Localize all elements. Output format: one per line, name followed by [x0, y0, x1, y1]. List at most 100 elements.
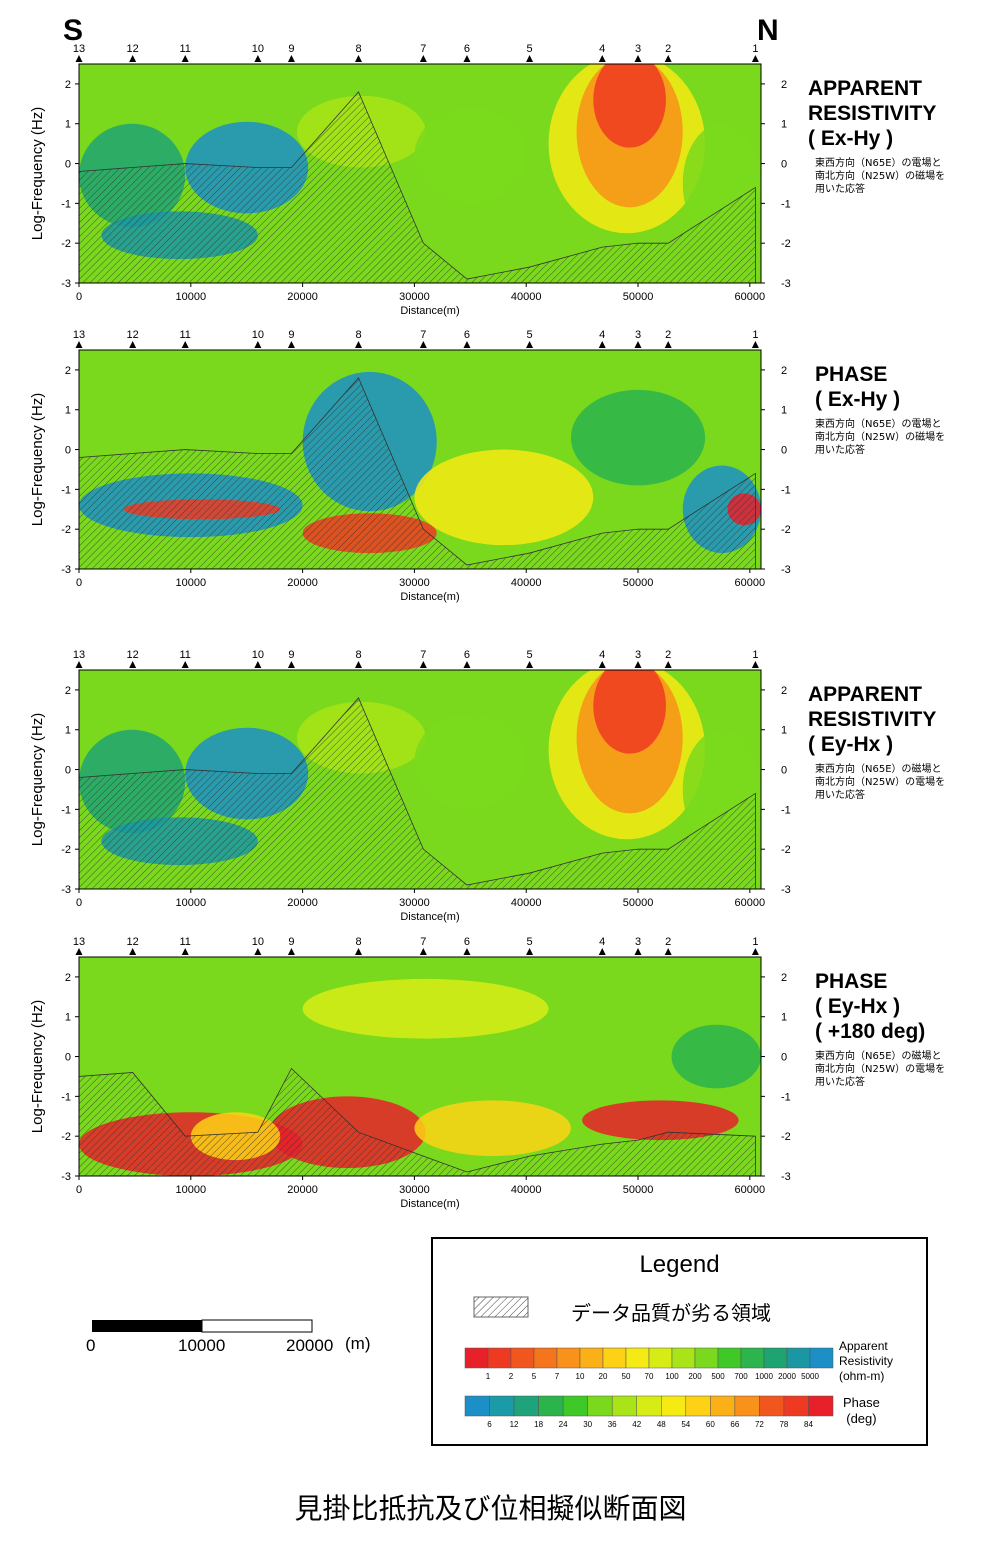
x-axis-label: Distance(m) — [400, 591, 459, 603]
station-marker — [419, 661, 427, 668]
colorbar-tick: 1000 — [755, 1372, 773, 1381]
station-label: 13 — [73, 43, 85, 55]
colorbar-swatch — [783, 1395, 809, 1417]
x-tick-label: 30000 — [399, 577, 430, 589]
station-label: 9 — [288, 43, 294, 55]
panel-title-line: ( Ex-Hy ) — [815, 388, 901, 411]
y-tick-label-right: -1 — [781, 198, 791, 210]
colorbar-tick: 54 — [681, 1420, 690, 1429]
y-axis-label: Log-Frequency (Hz) — [29, 107, 46, 240]
station-label: 9 — [288, 649, 294, 661]
y-tick-label-right: 1 — [781, 405, 787, 417]
colorbar-swatch — [671, 1347, 696, 1369]
station-label: 7 — [420, 936, 426, 948]
station-label: 8 — [355, 649, 361, 661]
y-axis-label: Log-Frequency (Hz) — [29, 1000, 46, 1133]
station-label: 6 — [464, 936, 470, 948]
panel-title-line: RESISTIVITY — [808, 708, 937, 731]
station-label: 8 — [355, 936, 361, 948]
poor-quality-region — [79, 377, 756, 569]
panel-title-line: RESISTIVITY — [808, 102, 937, 125]
y-tick-label: -2 — [61, 238, 71, 250]
south-label: S — [63, 14, 84, 47]
y-tick-label-right: -3 — [781, 1171, 791, 1183]
station-label: 11 — [180, 43, 191, 55]
panel-title: PHASE( Ey-Hx )( +180 deg) — [815, 969, 925, 1044]
station-marker — [287, 341, 295, 348]
panel-note-line: 南北方向（N25W）の電場を — [815, 777, 946, 788]
colorbar-tick: 700 — [734, 1372, 748, 1381]
panel-note: 東西方向（N65E）の磁場と 南北方向（N25W）の電場を 用いた応答 — [815, 1050, 945, 1089]
station-marker — [254, 948, 262, 955]
res-label-line: Apparent — [839, 1339, 888, 1353]
station-label: 11 — [180, 936, 191, 948]
colorbar-tick: 6 — [487, 1420, 492, 1429]
y-tick-label-right: 2 — [781, 365, 787, 377]
colorbar-swatch — [625, 1347, 650, 1369]
station-label: 7 — [420, 43, 426, 55]
station-label: 1 — [752, 329, 758, 341]
station-marker — [463, 661, 471, 668]
colorbar-swatch — [759, 1395, 785, 1417]
y-tick-label: 1 — [65, 725, 71, 737]
poor-quality-region — [79, 1067, 756, 1176]
station-label: 10 — [252, 936, 264, 948]
y-tick-label: 2 — [65, 972, 71, 984]
colorbar-tick: 78 — [779, 1420, 788, 1429]
y-tick-label-right: -2 — [781, 1131, 791, 1143]
panel-note-line: 用いた応答 — [815, 790, 865, 801]
panel-note-line: 東西方向（N65E）の磁場と — [815, 1051, 942, 1062]
y-tick-label-right: -2 — [781, 238, 791, 250]
panel-title-line: PHASE — [815, 363, 888, 386]
figure-title: 見掛比抵抗及び位相擬似断面図 — [294, 1492, 687, 1525]
colorbar-tick: 70 — [645, 1372, 654, 1381]
y-tick-label: 2 — [65, 365, 71, 377]
station-label: 8 — [355, 329, 361, 341]
panel-title-line: ( +180 deg) — [815, 1020, 926, 1043]
station-marker — [181, 341, 189, 348]
station-label: 3 — [635, 329, 641, 341]
x-axis-label: Distance(m) — [400, 305, 459, 317]
station-marker — [287, 948, 295, 955]
station-label: 2 — [665, 43, 671, 55]
north-label: N — [757, 14, 779, 47]
colorbar-swatch — [464, 1395, 490, 1417]
x-tick-label: 60000 — [735, 897, 766, 909]
colorbar-swatch — [464, 1347, 489, 1369]
colorbar-swatch — [587, 1395, 613, 1417]
station-marker — [75, 55, 83, 62]
colorbar-swatch — [510, 1347, 535, 1369]
x-tick-label: 50000 — [623, 291, 654, 303]
station-label: 8 — [355, 43, 361, 55]
station-label: 4 — [599, 329, 605, 341]
station-marker — [419, 948, 427, 955]
x-tick-label: 60000 — [735, 577, 766, 589]
station-marker — [355, 341, 363, 348]
station-marker — [75, 948, 83, 955]
res-label-line: (ohm-m) — [839, 1369, 885, 1383]
station-marker — [355, 55, 363, 62]
colorbar-tick: 7 — [555, 1372, 560, 1381]
station-label: 1 — [752, 649, 758, 661]
legend: Legend データ品質が劣る領域 1 2 5 7 10 20 50 70 100 200 500 7… — [431, 1237, 928, 1446]
colorbar-swatch — [648, 1347, 673, 1369]
station-marker — [598, 341, 606, 348]
station-label: 4 — [599, 43, 605, 55]
colorbar-tick: 48 — [657, 1420, 666, 1429]
panel-note-line: 用いた応答 — [815, 184, 865, 195]
station-marker — [181, 55, 189, 62]
y-tick-label: 0 — [65, 1052, 71, 1064]
panel-title-line: APPARENT — [808, 683, 922, 706]
station-marker — [75, 661, 83, 668]
x-tick-label: 50000 — [623, 577, 654, 589]
station-marker — [419, 55, 427, 62]
station-label: 3 — [635, 936, 641, 948]
panel-note-line: 東西方向（N65E）の磁場と — [815, 764, 942, 775]
colorbar-tick: 30 — [583, 1420, 592, 1429]
y-tick-label: -1 — [61, 1091, 71, 1103]
colorbar-tick: 66 — [730, 1420, 739, 1429]
colorbar-tick: 100 — [665, 1372, 679, 1381]
colorbar-swatch — [717, 1347, 742, 1369]
colorbar-swatch — [602, 1347, 627, 1369]
